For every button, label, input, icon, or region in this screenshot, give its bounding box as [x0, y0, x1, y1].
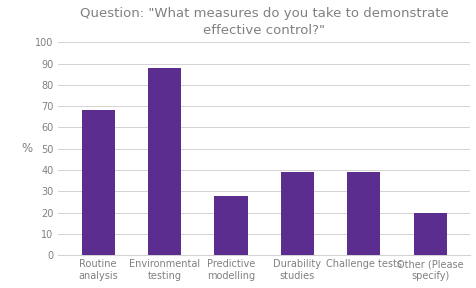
Bar: [413, 213, 446, 255]
Y-axis label: %: %: [21, 142, 32, 155]
Bar: [280, 172, 313, 255]
Bar: [81, 110, 115, 255]
Bar: [148, 68, 181, 255]
Bar: [214, 196, 247, 255]
Title: Question: "What measures do you take to demonstrate
effective control?": Question: "What measures do you take to …: [79, 7, 447, 37]
Bar: [347, 172, 380, 255]
